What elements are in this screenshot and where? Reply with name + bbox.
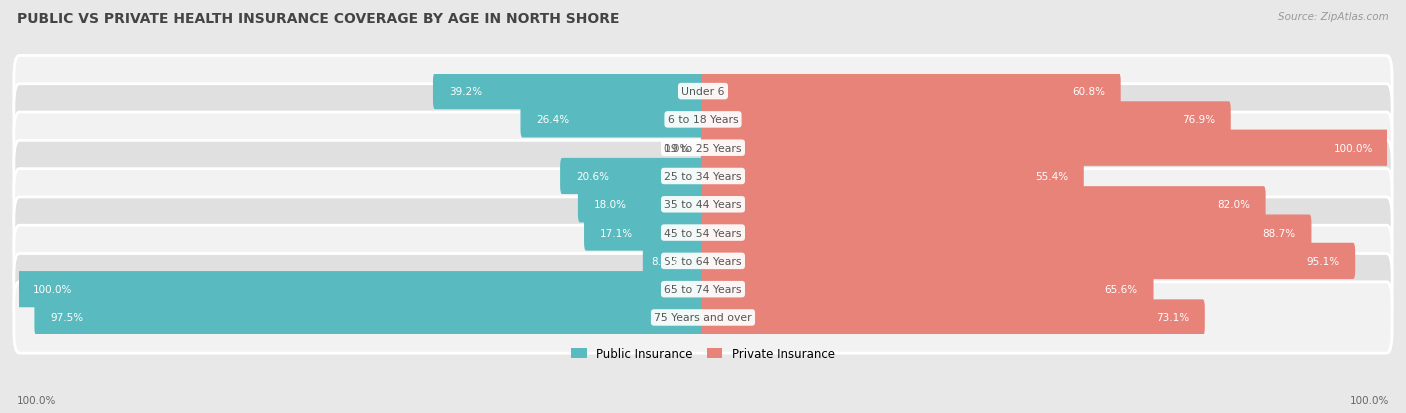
FancyBboxPatch shape [14, 169, 1392, 240]
Text: 65.6%: 65.6% [1105, 285, 1137, 294]
FancyBboxPatch shape [702, 102, 1230, 138]
Text: 6 to 18 Years: 6 to 18 Years [668, 115, 738, 125]
Text: 55 to 64 Years: 55 to 64 Years [664, 256, 742, 266]
FancyBboxPatch shape [702, 159, 1084, 195]
FancyBboxPatch shape [702, 215, 1312, 251]
FancyBboxPatch shape [14, 254, 1392, 325]
Text: 100.0%: 100.0% [1350, 395, 1389, 405]
Text: 75 Years and over: 75 Years and over [654, 313, 752, 323]
Text: 39.2%: 39.2% [449, 87, 482, 97]
FancyBboxPatch shape [560, 159, 704, 195]
FancyBboxPatch shape [643, 243, 704, 279]
FancyBboxPatch shape [702, 271, 1153, 308]
FancyBboxPatch shape [34, 299, 704, 336]
Text: 45 to 54 Years: 45 to 54 Years [664, 228, 742, 238]
FancyBboxPatch shape [14, 113, 1392, 184]
Text: PUBLIC VS PRIVATE HEALTH INSURANCE COVERAGE BY AGE IN NORTH SHORE: PUBLIC VS PRIVATE HEALTH INSURANCE COVER… [17, 12, 620, 26]
Text: Source: ZipAtlas.com: Source: ZipAtlas.com [1278, 12, 1389, 22]
Text: 100.0%: 100.0% [1334, 143, 1374, 153]
FancyBboxPatch shape [14, 141, 1392, 212]
FancyBboxPatch shape [433, 74, 704, 110]
Text: 88.7%: 88.7% [1263, 228, 1296, 238]
Text: 100.0%: 100.0% [17, 395, 56, 405]
Text: 65 to 74 Years: 65 to 74 Years [664, 285, 742, 294]
FancyBboxPatch shape [14, 197, 1392, 268]
Text: 76.9%: 76.9% [1182, 115, 1215, 125]
Text: 95.1%: 95.1% [1306, 256, 1340, 266]
Text: 73.1%: 73.1% [1156, 313, 1189, 323]
Text: 100.0%: 100.0% [32, 285, 72, 294]
Text: 18.0%: 18.0% [593, 200, 627, 210]
FancyBboxPatch shape [583, 215, 704, 251]
FancyBboxPatch shape [520, 102, 704, 138]
FancyBboxPatch shape [14, 225, 1392, 297]
FancyBboxPatch shape [702, 130, 1389, 166]
Legend: Public Insurance, Private Insurance: Public Insurance, Private Insurance [567, 343, 839, 365]
Text: 55.4%: 55.4% [1035, 171, 1069, 182]
Text: 25 to 34 Years: 25 to 34 Years [664, 171, 742, 182]
Text: 8.5%: 8.5% [652, 256, 678, 266]
FancyBboxPatch shape [702, 187, 1265, 223]
FancyBboxPatch shape [14, 56, 1392, 128]
Text: 0.0%: 0.0% [664, 143, 689, 153]
Text: 17.1%: 17.1% [600, 228, 633, 238]
Text: Under 6: Under 6 [682, 87, 724, 97]
Text: 60.8%: 60.8% [1071, 87, 1105, 97]
FancyBboxPatch shape [14, 282, 1392, 353]
FancyBboxPatch shape [702, 74, 1121, 110]
Text: 26.4%: 26.4% [536, 115, 569, 125]
Text: 19 to 25 Years: 19 to 25 Years [664, 143, 742, 153]
FancyBboxPatch shape [702, 243, 1355, 279]
Text: 35 to 44 Years: 35 to 44 Years [664, 200, 742, 210]
Text: 97.5%: 97.5% [51, 313, 83, 323]
FancyBboxPatch shape [17, 271, 704, 308]
FancyBboxPatch shape [702, 299, 1205, 336]
Text: 20.6%: 20.6% [576, 171, 609, 182]
Text: 82.0%: 82.0% [1218, 200, 1250, 210]
FancyBboxPatch shape [14, 85, 1392, 156]
FancyBboxPatch shape [578, 187, 704, 223]
